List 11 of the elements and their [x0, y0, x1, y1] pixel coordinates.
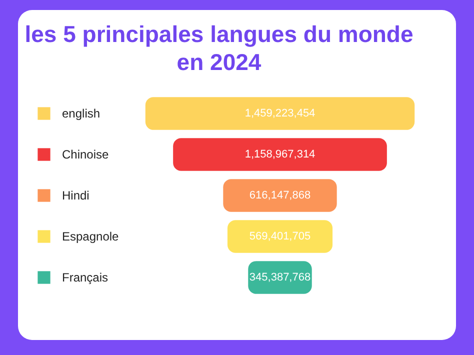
- data-label: 1,158,967,314: [244, 148, 316, 160]
- data-label: 569,401,705: [249, 230, 311, 242]
- data-label: 616,147,868: [249, 190, 311, 202]
- text: les 5 principales langues du monde en 2024: [24, 21, 414, 75]
- category-label: Espagnole: [62, 230, 120, 244]
- data-label: 345,387,768: [249, 272, 311, 284]
- category-label: Hindi: [62, 188, 90, 202]
- category-label: Français: [62, 270, 108, 284]
- category-label: english: [62, 106, 100, 120]
- data-label: 1,459,223,454: [244, 108, 316, 120]
- category-label: Chinoise: [62, 148, 110, 162]
